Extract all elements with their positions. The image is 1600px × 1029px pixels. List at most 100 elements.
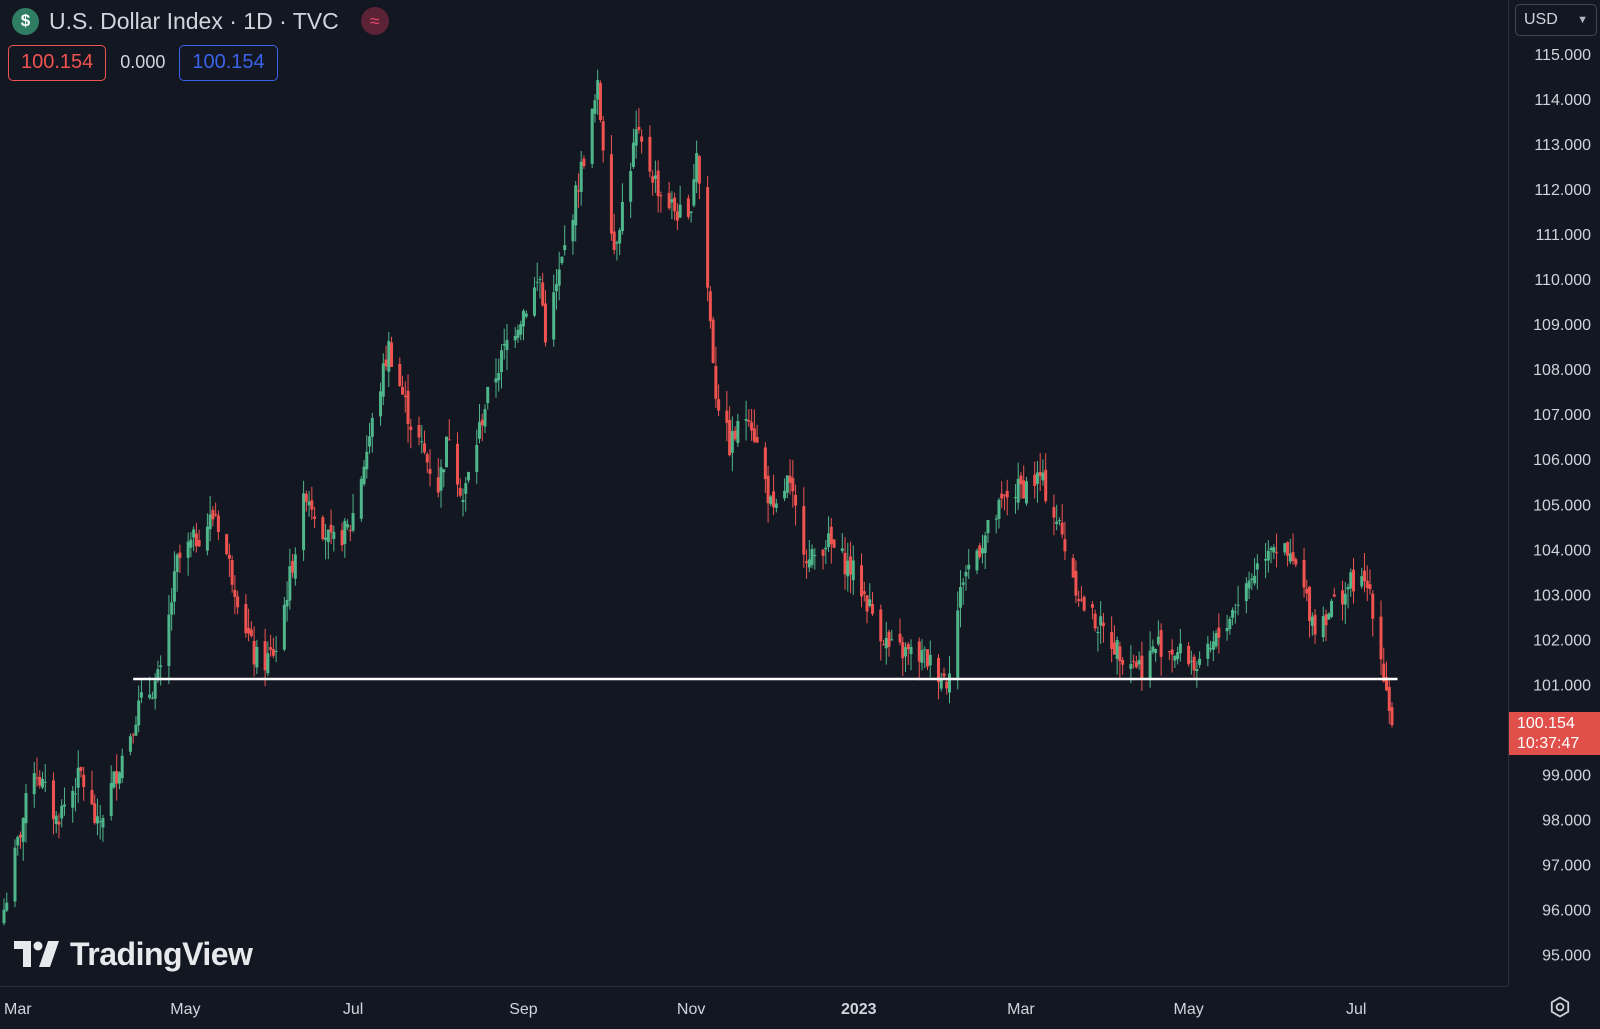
candle bbox=[1294, 556, 1298, 568]
candle bbox=[1115, 636, 1119, 675]
currency-selector[interactable]: USD ▼ bbox=[1515, 4, 1597, 36]
candle bbox=[689, 211, 693, 223]
candle bbox=[574, 181, 578, 242]
candle bbox=[497, 358, 501, 392]
candle bbox=[868, 583, 872, 608]
candle bbox=[1332, 587, 1336, 598]
candle bbox=[1016, 462, 1020, 510]
ohlc-values: 100.154 0.000 100.154 bbox=[8, 44, 278, 81]
candle bbox=[428, 449, 432, 487]
candle bbox=[458, 478, 462, 498]
candle bbox=[653, 160, 657, 193]
candle bbox=[513, 327, 517, 348]
candle bbox=[1110, 616, 1114, 663]
price-tick-label: 113.000 bbox=[1534, 137, 1591, 154]
dollar-icon[interactable]: $ bbox=[12, 7, 39, 35]
candle bbox=[1198, 651, 1202, 669]
candle bbox=[1082, 595, 1086, 612]
candle bbox=[851, 545, 855, 596]
candle bbox=[439, 459, 443, 508]
candle bbox=[675, 203, 679, 231]
candle bbox=[532, 277, 536, 318]
candle bbox=[670, 191, 674, 220]
candle bbox=[601, 115, 605, 163]
open-value-box: 100.154 bbox=[8, 44, 107, 81]
candle bbox=[521, 308, 525, 341]
candle bbox=[51, 772, 55, 835]
close-value-box: 100.154 bbox=[179, 44, 278, 81]
candle bbox=[423, 430, 427, 455]
candle bbox=[32, 761, 36, 808]
symbol-title[interactable]: U.S. Dollar Index · 1D · TVC bbox=[49, 7, 339, 34]
candle bbox=[1074, 560, 1078, 604]
candle bbox=[1013, 484, 1017, 514]
candle bbox=[554, 268, 558, 310]
candle bbox=[2, 898, 6, 926]
price-axis[interactable]: 115.000 114.000 113.000 112.000 111.000 110.0… bbox=[1533, 47, 1591, 964]
candle bbox=[829, 518, 833, 564]
candle bbox=[1310, 612, 1314, 636]
candle bbox=[697, 155, 701, 200]
candle bbox=[538, 276, 542, 299]
candle bbox=[1187, 641, 1191, 667]
candle bbox=[417, 416, 421, 446]
candle bbox=[1121, 657, 1125, 675]
candle bbox=[365, 435, 369, 479]
candle bbox=[1371, 590, 1375, 637]
candle bbox=[774, 498, 778, 513]
candle bbox=[480, 413, 484, 442]
candle bbox=[980, 534, 984, 564]
candle bbox=[1129, 645, 1133, 684]
candle bbox=[1118, 641, 1122, 680]
candle bbox=[1308, 586, 1312, 638]
candle bbox=[170, 588, 174, 631]
candle bbox=[906, 641, 910, 665]
candle bbox=[293, 547, 297, 586]
candle bbox=[351, 493, 355, 533]
tradingview-watermark[interactable]: TradingView bbox=[14, 934, 253, 974]
candle bbox=[205, 513, 209, 556]
candle bbox=[16, 835, 20, 856]
candle bbox=[186, 532, 190, 576]
candle bbox=[109, 765, 113, 821]
candle bbox=[225, 533, 229, 556]
candle bbox=[1288, 538, 1292, 565]
candle bbox=[824, 540, 828, 565]
candle bbox=[1343, 582, 1347, 624]
candle bbox=[13, 839, 17, 908]
time-axis[interactable]: Mar May Jul Sep Nov 2023 Mar May Jul bbox=[4, 1001, 1366, 1018]
time-tick-label: Nov bbox=[677, 1001, 705, 1018]
candle bbox=[686, 194, 690, 220]
candle bbox=[821, 548, 825, 570]
candle bbox=[291, 553, 295, 578]
candle bbox=[783, 478, 787, 502]
time-tick-label: Mar bbox=[1007, 1001, 1035, 1018]
candle bbox=[1225, 614, 1229, 641]
candle bbox=[1253, 557, 1257, 586]
candle bbox=[436, 458, 440, 498]
candle bbox=[73, 777, 77, 812]
gear-icon[interactable] bbox=[1549, 996, 1571, 1018]
candles-layer bbox=[2, 69, 1394, 926]
candle bbox=[849, 541, 853, 594]
candle bbox=[1038, 452, 1042, 492]
candle bbox=[755, 424, 759, 444]
price-tick-label: 104.000 bbox=[1533, 542, 1591, 559]
candle bbox=[54, 811, 58, 834]
candle bbox=[43, 763, 47, 792]
candle bbox=[120, 748, 124, 783]
candle bbox=[557, 251, 561, 301]
candle bbox=[871, 591, 875, 616]
candle bbox=[310, 486, 314, 520]
candle bbox=[1272, 544, 1276, 560]
candle bbox=[843, 537, 847, 590]
candle bbox=[112, 770, 116, 790]
candle bbox=[1363, 553, 1367, 593]
wave-icon[interactable]: ≈ bbox=[360, 7, 389, 35]
candle bbox=[1079, 586, 1083, 603]
candle bbox=[810, 544, 814, 569]
candle bbox=[208, 496, 212, 542]
candle bbox=[269, 634, 273, 657]
candle bbox=[71, 786, 75, 823]
